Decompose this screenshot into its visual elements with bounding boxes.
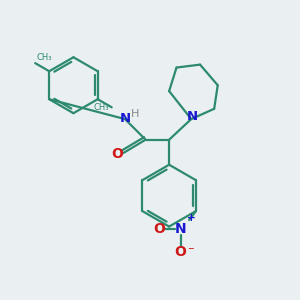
- Text: ⁻: ⁻: [187, 244, 194, 258]
- Text: CH₃: CH₃: [94, 103, 109, 112]
- Text: N: N: [187, 110, 198, 123]
- Text: CH₃: CH₃: [37, 53, 52, 62]
- Text: N: N: [175, 222, 186, 236]
- Text: H: H: [131, 109, 140, 119]
- Text: N: N: [120, 112, 131, 125]
- Text: O: O: [175, 245, 187, 259]
- Text: +: +: [187, 213, 196, 223]
- Text: O: O: [153, 222, 165, 236]
- Text: O: O: [112, 147, 124, 161]
